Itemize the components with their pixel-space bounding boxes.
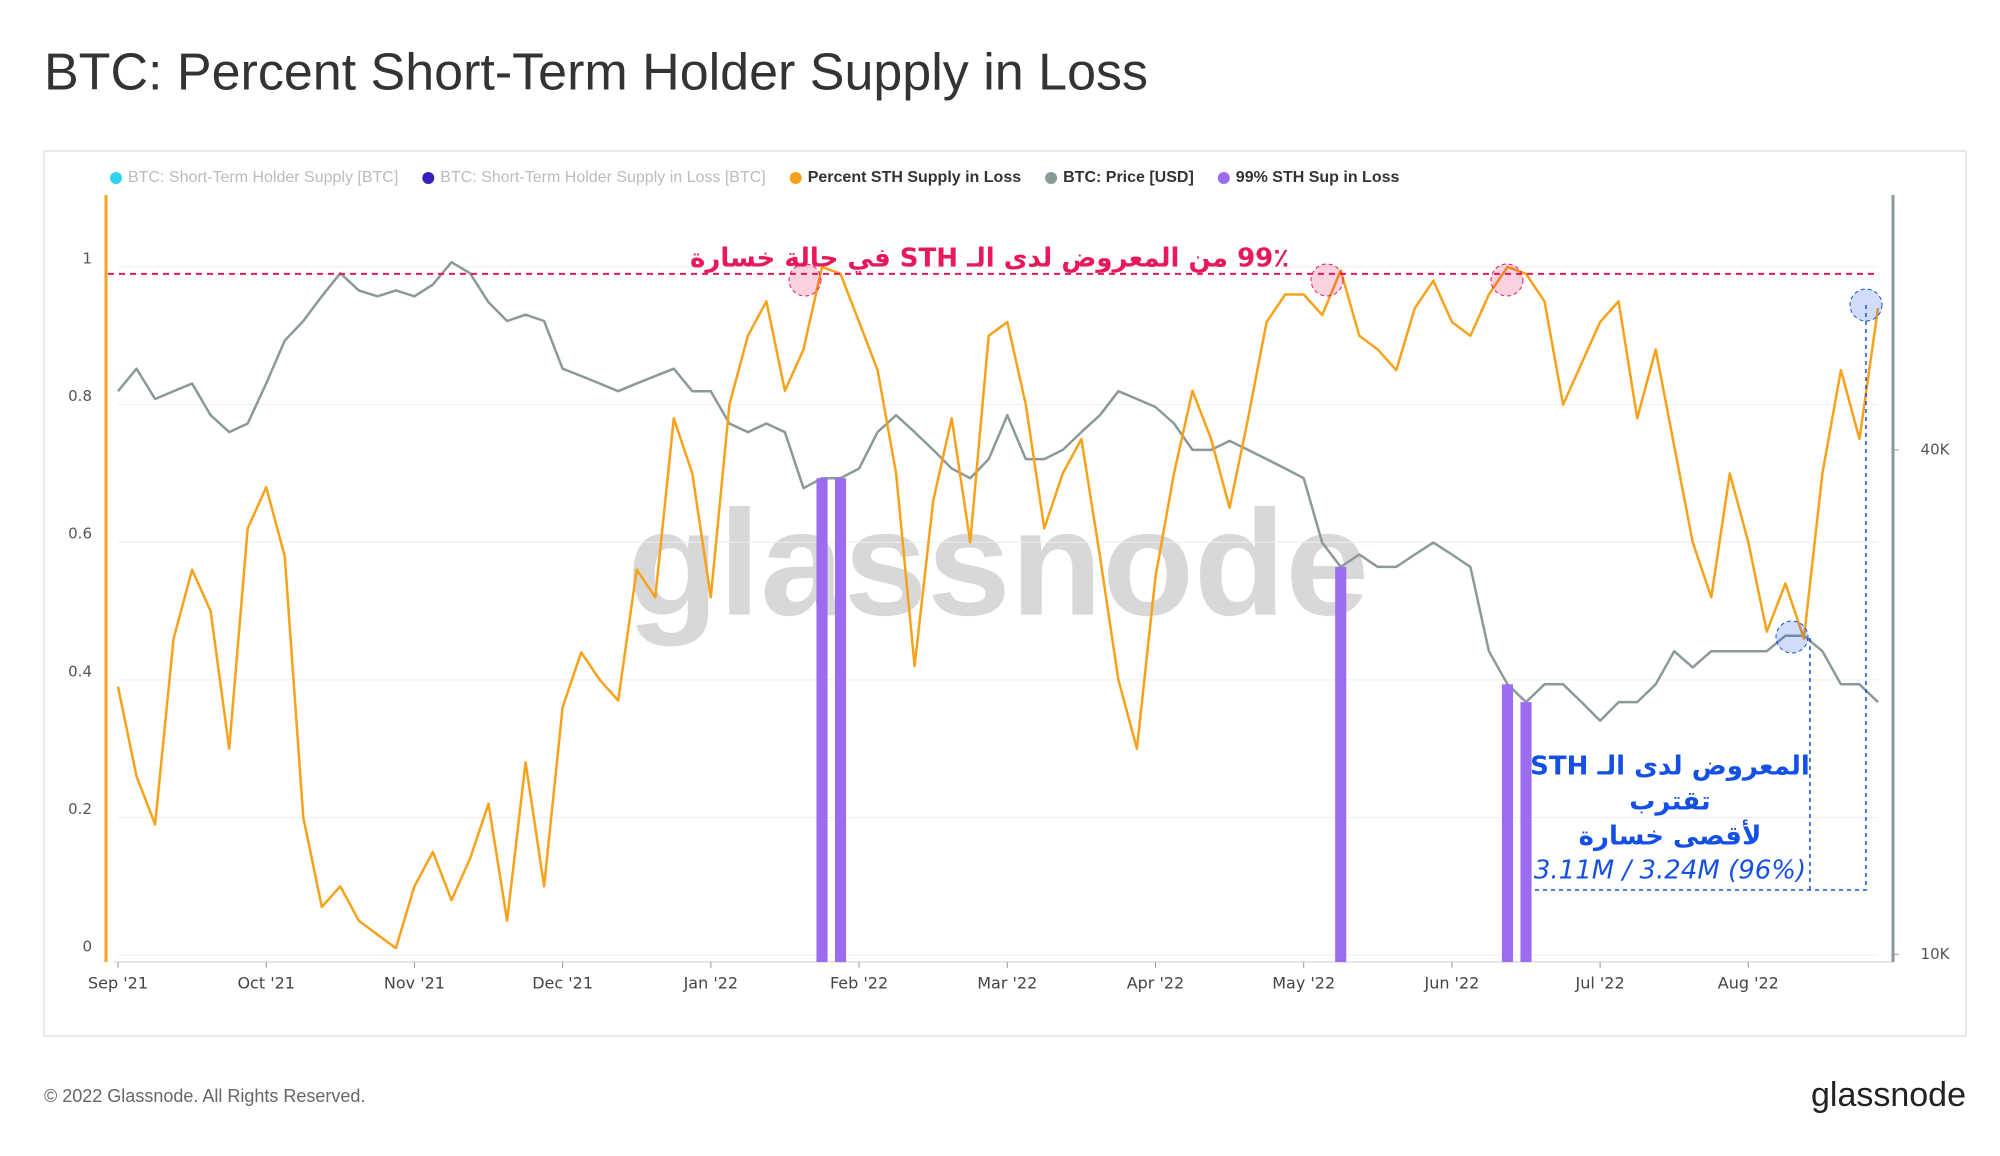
legend-marker	[1045, 172, 1058, 184]
x-tick-label: Apr '22	[1127, 974, 1185, 993]
legend-marker	[422, 172, 435, 184]
y-tick-label: 0.2	[68, 800, 92, 818]
chart-frame	[43, 150, 1967, 1037]
threshold-label: 99٪ من المعروض لدى الـ STH في حالة خسارة	[690, 244, 1289, 274]
legend-marker	[789, 172, 802, 184]
highlight-circle	[1775, 620, 1809, 654]
logo: glassnode	[1811, 1076, 1966, 1114]
line	[117, 260, 1879, 722]
y2-tick-label: 40K	[1921, 440, 1951, 458]
bar	[1501, 684, 1514, 962]
annotation-line: لأقصى خسارة	[1579, 820, 1762, 852]
highlight-circle	[1490, 263, 1524, 297]
legend-marker	[1217, 172, 1230, 184]
legend-label: BTC: Short-Term Holder Supply in Loss [B…	[440, 169, 765, 186]
legend-label: Percent STH Supply in Loss	[808, 169, 1021, 186]
y-tick-label: 0.6	[68, 525, 92, 543]
y-tick-label: 0	[82, 938, 92, 956]
x-tick-label: Feb '22	[830, 974, 888, 993]
x-tick-label: Oct '21	[237, 974, 295, 993]
bar	[1335, 566, 1347, 962]
highlight-circle	[788, 263, 822, 297]
watermark: glassnode	[627, 479, 1369, 647]
legend-label: BTC: Price [USD]	[1063, 169, 1194, 186]
x-tick-label: Aug '22	[1718, 974, 1779, 993]
x-tick-label: Jun '22	[1423, 974, 1479, 993]
annotation-detail: 3.11M / 3.24M (96%)	[1534, 856, 1806, 886]
highlight-circle	[1310, 263, 1344, 297]
chart-title: BTC: Percent Short-Term Holder Supply in…	[44, 44, 1148, 102]
legend-label: 99% STH Sup in Loss	[1236, 169, 1400, 186]
bar	[816, 478, 828, 962]
x-tick-label: Nov '21	[384, 974, 445, 993]
annotation-guide	[1535, 305, 1867, 891]
x-tick-label: Mar '22	[977, 974, 1037, 993]
y2-tick-label: 10K	[1921, 945, 1951, 963]
x-tick-label: Jan '22	[683, 974, 739, 993]
bar	[1520, 702, 1532, 962]
x-tick-label: Sep '21	[88, 974, 148, 993]
x-tick-label: Dec '21	[532, 974, 593, 993]
legend-label: BTC: Short-Term Holder Supply [BTC]	[128, 169, 398, 186]
x-tick-label: May '22	[1272, 974, 1335, 993]
line	[116, 265, 1880, 950]
y-tick-label: 0.8	[68, 387, 92, 405]
copyright: © 2022 Glassnode. All Rights Reserved.	[44, 1086, 365, 1106]
legend-marker	[110, 172, 122, 184]
bar	[834, 478, 847, 962]
x-tick-label: Jul '22	[1575, 974, 1625, 993]
y-tick-label: 1	[82, 249, 92, 267]
annotation-line: المعروض لدى الـ STH	[1530, 752, 1810, 782]
plot: glassnode 0 0.2 0.4 0.6 0.8 1 10K 40K Sep '21 Oct …	[68, 169, 1950, 992]
y-tick-label: 0.4	[68, 662, 92, 680]
annotation-line: تقترب	[1629, 787, 1710, 817]
